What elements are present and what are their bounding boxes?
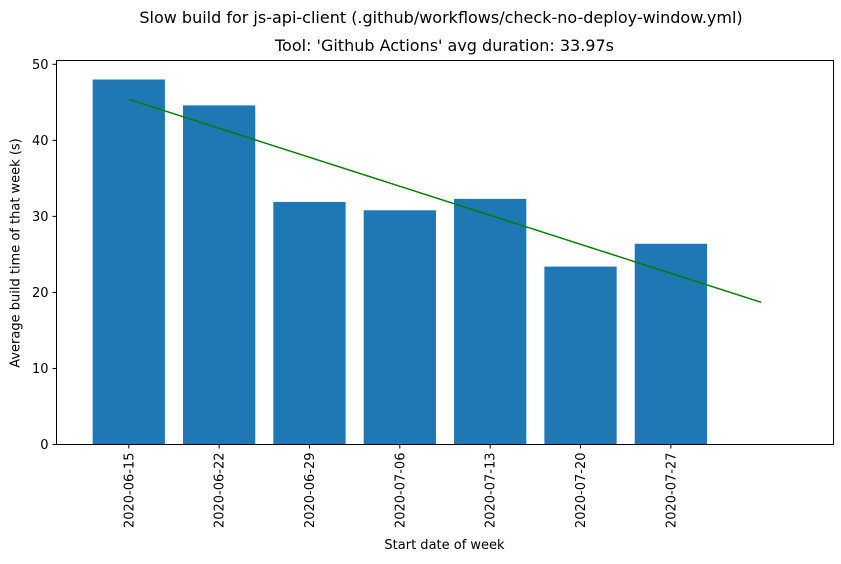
bar-2020-07-20 <box>544 266 617 445</box>
bar-2020-06-22 <box>182 105 256 445</box>
bar-2020-07-27 <box>634 243 708 445</box>
bar-2020-06-15 <box>92 79 165 445</box>
x-tick-label-2020-07-13: 2020-07-13 <box>484 453 499 529</box>
bar-2020-06-29 <box>273 201 346 445</box>
x-tick-label-2020-06-29: 2020-06-29 <box>303 453 318 529</box>
y-axis: 0 10 20 30 40 50 <box>32 58 57 453</box>
x-tick-label-2020-07-27: 2020-07-27 <box>664 453 679 529</box>
bar-2020-07-06 <box>363 210 436 445</box>
trend-line <box>128 98 762 304</box>
x-tick-label-2020-07-20: 2020-07-20 <box>574 453 589 529</box>
x-tick-label-2020-06-22: 2020-06-22 <box>213 453 228 529</box>
y-tick-label-0: 0 <box>40 438 48 453</box>
x-tick-label-2020-07-06: 2020-07-06 <box>393 453 408 529</box>
x-axis-label: Start date of week <box>384 538 505 553</box>
bars-group <box>92 79 708 445</box>
x-tick-label-2020-06-15: 2020-06-15 <box>122 453 137 529</box>
figure-title: Slow build for js-api-client (.github/wo… <box>139 8 743 27</box>
y-tick-label-10: 10 <box>32 362 49 377</box>
y-tick-label-50: 50 <box>32 58 49 73</box>
plot-frame <box>56 60 834 445</box>
trend-group <box>128 98 762 304</box>
y-tick-label-40: 40 <box>32 134 49 149</box>
bar-2020-07-13 <box>454 198 527 445</box>
y-tick-label-30: 30 <box>32 210 49 225</box>
y-tick-label-20: 20 <box>32 286 49 301</box>
chart-title: Tool: 'Github Actions' avg duration: 33.… <box>275 36 614 55</box>
x-axis: 2020-06-15 2020-06-22 2020-06-29 2020-07-06… <box>122 444 679 529</box>
